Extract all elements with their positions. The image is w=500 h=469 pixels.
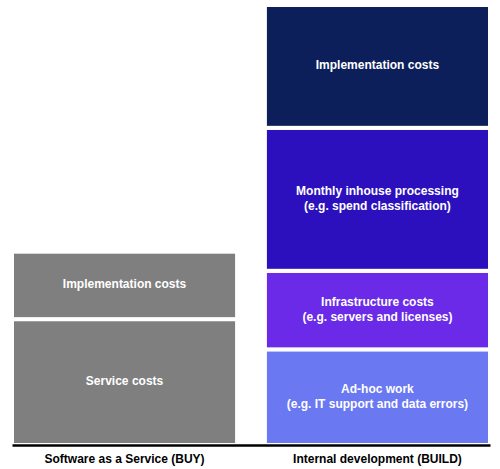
segment-label-line: (e.g. spend classification) [304,199,451,213]
segment-label-line: Implementation costs [63,278,187,292]
segment-label-line: Service costs [86,374,164,388]
bar-segment [265,349,490,445]
segment-label: Ad-hoc work(e.g. IT support and data err… [287,382,468,411]
x-tick-label: Internal development (BUILD) [293,452,462,466]
x-axis: Software as a Service (BUY) Internal deve… [13,445,491,466]
segment-label-line: (e.g. servers and licenses) [302,310,452,324]
segment-label-line: Ad-hoc work [341,382,414,396]
segment-label: Implementation costs [63,278,187,292]
segment-label: Monthly inhouse processing(e.g. spend cl… [296,184,459,213]
x-tick-label: Software as a Service (BUY) [45,452,205,466]
chart-container: Service costs Ad-hoc work(e.g. IT support… [0,0,500,469]
segment-label-line: Implementation costs [316,59,440,73]
bar-segment [12,252,237,319]
x-axis-line [13,444,491,447]
bar-segment [265,5,490,128]
bar-segment [12,319,237,445]
x-tick: Software as a Service (BUY) [45,445,205,466]
bars [12,5,490,445]
chart-svg: Service costs Ad-hoc work(e.g. IT support… [0,0,500,469]
segment-label: Implementation costs [316,59,440,73]
segment-label: Infrastructure costs(e.g. servers and li… [302,295,452,324]
bar-segment [265,128,490,271]
segment-label-line: (e.g. IT support and data errors) [287,397,468,411]
x-tick: Internal development (BUILD) [293,445,462,466]
segment-labels: Service costs Ad-hoc work(e.g. IT support… [63,59,468,411]
segment-label-line: Infrastructure costs [321,295,434,309]
segment-label: Service costs [86,374,164,388]
bar-segment [265,271,490,350]
segment-label-line: Monthly inhouse processing [296,184,459,198]
